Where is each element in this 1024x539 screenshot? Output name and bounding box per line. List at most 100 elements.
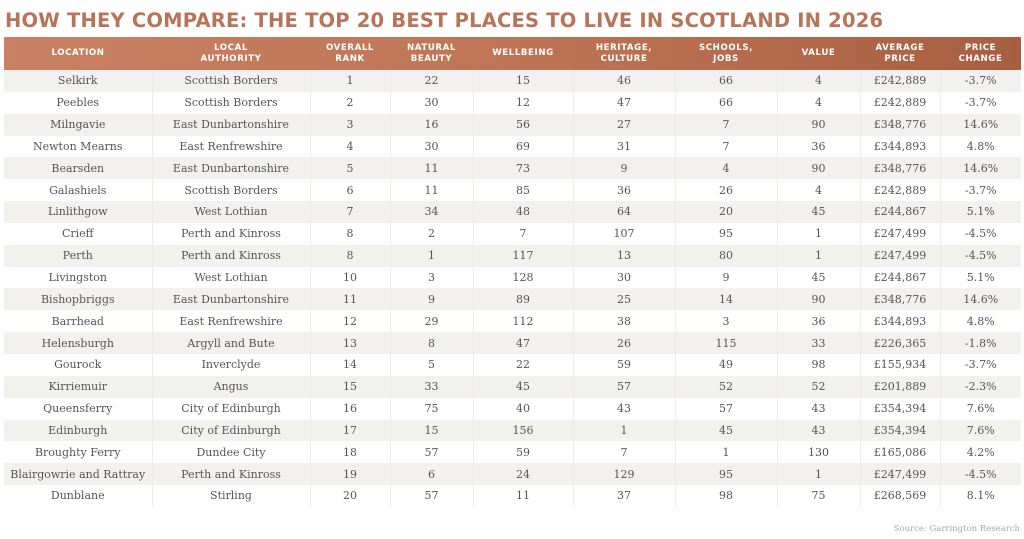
- location-cell: Milngavie: [50, 118, 106, 132]
- location-cell: Kirriemuir: [48, 380, 108, 394]
- overall-rank-cell: 16: [309, 397, 390, 420]
- header-local-authority: LOCAL AUTHORITY: [200, 42, 262, 64]
- heritage-culture-cell: 37: [572, 485, 675, 507]
- table-row: Dunblane Stirling 20 57 11 37 98 75 £268,569 8.1%: [4, 485, 1021, 507]
- value-cell: 36: [776, 135, 860, 158]
- natural-beauty-cell: 57: [389, 441, 473, 464]
- location-cell: Crieff: [61, 227, 94, 241]
- table-row: Edinburgh City of Edinburgh 17 15 156 1 45 43 £3…: [4, 419, 1021, 442]
- table-row: Milngavie East Dunbartonshire 3 16 56 27 7 90 £3…: [4, 113, 1021, 136]
- header-value: VALUE: [801, 48, 836, 58]
- overall-rank-cell: 12: [309, 310, 390, 333]
- average-price-cell: £155,934: [859, 353, 940, 376]
- location-cell: Peebles: [56, 96, 100, 110]
- overall-rank-cell: 6: [309, 179, 390, 202]
- natural-beauty-cell: 6: [389, 463, 473, 486]
- overall-rank-cell: 8: [309, 222, 390, 245]
- heritage-culture-cell: 38: [572, 310, 675, 333]
- overall-rank-cell: 19: [309, 463, 390, 486]
- price-change-cell: 14.6%: [939, 113, 1021, 136]
- average-price-cell: £348,776: [859, 113, 940, 136]
- location-cell: Galashiels: [49, 183, 107, 197]
- local-authority-cell: East Dunbartonshire: [151, 157, 310, 180]
- local-authority-cell: Argyll and Bute: [151, 332, 310, 354]
- overall-rank-cell: 17: [309, 419, 390, 442]
- chart-title: HOW THEY COMPARE: THE TOP 20 BEST PLACES…: [5, 9, 884, 32]
- local-authority-cell: Perth and Kinross: [151, 222, 310, 245]
- natural-beauty-cell: 34: [389, 201, 473, 223]
- value-cell: 90: [776, 288, 860, 311]
- location-cell: Selkirk: [57, 74, 98, 88]
- natural-beauty-cell: 11: [389, 179, 473, 202]
- heritage-culture-cell: 30: [572, 266, 675, 289]
- average-price-cell: £348,776: [859, 157, 940, 180]
- table-row: Barrhead East Renfrewshire 12 29 112 38 3 36 £34…: [4, 310, 1021, 333]
- average-price-cell: £226,365: [859, 332, 940, 354]
- price-change-cell: 4.2%: [939, 441, 1021, 464]
- location-cell: Linlithgow: [47, 205, 108, 219]
- price-change-cell: 14.6%: [939, 288, 1021, 311]
- price-change-cell: 5.1%: [939, 201, 1021, 223]
- local-authority-cell: Scottish Borders: [151, 91, 310, 114]
- average-price-cell: £247,499: [859, 463, 940, 486]
- value-cell: 130: [776, 441, 860, 464]
- price-change-cell: -3.7%: [939, 353, 1021, 376]
- local-authority-cell: East Dunbartonshire: [151, 288, 310, 311]
- wellbeing-cell: 128: [472, 266, 573, 289]
- source-note: Source: Garrington Research: [893, 524, 1020, 534]
- price-change-cell: -3.7%: [939, 70, 1021, 92]
- natural-beauty-cell: 2: [389, 222, 473, 245]
- natural-beauty-cell: 30: [389, 135, 473, 158]
- overall-rank-cell: 2: [309, 91, 390, 114]
- table-row: Linlithgow West Lothian 7 34 48 64 20 45 £244,86…: [4, 201, 1021, 223]
- header-overall-rank: OVERALL RANK: [325, 42, 375, 64]
- natural-beauty-cell: 22: [389, 70, 473, 92]
- price-change-cell: 8.1%: [939, 485, 1021, 507]
- natural-beauty-cell: 15: [389, 419, 473, 442]
- wellbeing-cell: 73: [472, 157, 573, 180]
- value-cell: 1: [776, 222, 860, 245]
- local-authority-cell: City of Edinburgh: [151, 397, 310, 420]
- average-price-cell: £242,889: [859, 179, 940, 202]
- comparison-table: LOCATION LOCAL AUTHORITY OVERALL RANK NATU…: [4, 37, 1021, 507]
- header-price-change: PRICE CHANGE: [958, 42, 1003, 64]
- value-cell: 4: [776, 179, 860, 202]
- wellbeing-cell: 59: [472, 441, 573, 464]
- value-cell: 1: [776, 244, 860, 267]
- natural-beauty-cell: 33: [389, 375, 473, 398]
- value-cell: 4: [776, 70, 860, 92]
- schools-jobs-cell: 45: [674, 419, 777, 442]
- table-row: Crieff Perth and Kinross 8 2 7 107 95 1 £247,499…: [4, 222, 1021, 245]
- value-cell: 1: [776, 463, 860, 486]
- location-cell: Queensferry: [43, 402, 113, 416]
- table-body: Selkirk Scottish Borders 1 22 15 46 66 4 £242,88…: [4, 70, 1021, 507]
- overall-rank-cell: 8: [309, 244, 390, 267]
- header-wellbeing: WELLBEING: [492, 48, 554, 58]
- value-cell: 43: [776, 419, 860, 442]
- overall-rank-cell: 18: [309, 441, 390, 464]
- schools-jobs-cell: 57: [674, 397, 777, 420]
- schools-jobs-cell: 66: [674, 70, 777, 92]
- location-cell: Perth: [62, 249, 93, 263]
- natural-beauty-cell: 1: [389, 244, 473, 267]
- local-authority-cell: East Dunbartonshire: [151, 113, 310, 136]
- average-price-cell: £354,394: [859, 397, 940, 420]
- schools-jobs-cell: 49: [674, 353, 777, 376]
- local-authority-cell: West Lothian: [151, 201, 310, 223]
- overall-rank-cell: 20: [309, 485, 390, 507]
- header-heritage-culture: HERITAGE, CULTURE: [595, 42, 653, 64]
- value-cell: 90: [776, 113, 860, 136]
- overall-rank-cell: 15: [309, 375, 390, 398]
- value-cell: 33: [776, 332, 860, 354]
- natural-beauty-cell: 57: [389, 485, 473, 507]
- wellbeing-cell: 45: [472, 375, 573, 398]
- value-cell: 75: [776, 485, 860, 507]
- wellbeing-cell: 11: [472, 485, 573, 507]
- natural-beauty-cell: 16: [389, 113, 473, 136]
- schools-jobs-cell: 80: [674, 244, 777, 267]
- average-price-cell: £242,889: [859, 91, 940, 114]
- header-schools-jobs: SCHOOLS, JOBS: [698, 42, 754, 64]
- wellbeing-cell: 15: [472, 70, 573, 92]
- schools-jobs-cell: 95: [674, 222, 777, 245]
- wellbeing-cell: 56: [472, 113, 573, 136]
